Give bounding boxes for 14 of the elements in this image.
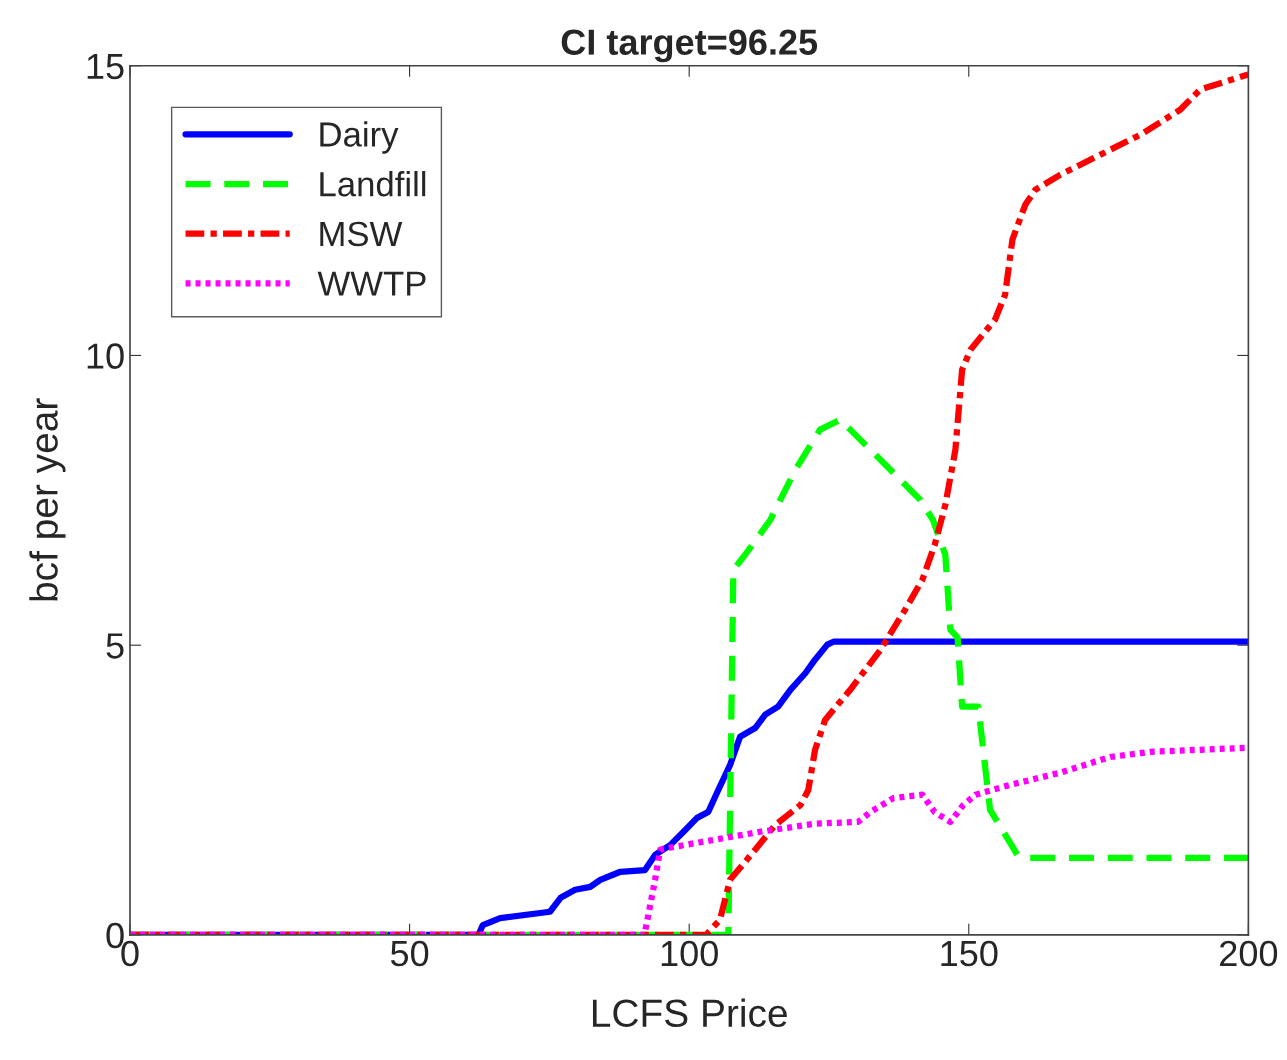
x-tick-label: 100 bbox=[661, 940, 718, 967]
y-tick-label: 15 bbox=[87, 53, 124, 80]
x-tick-label: 150 bbox=[941, 940, 998, 967]
legend-label: Dairy bbox=[320, 121, 399, 154]
y-tick-label: 5 bbox=[106, 633, 124, 659]
legend-label: MSW bbox=[320, 221, 403, 247]
legend-label: WWTP bbox=[317, 271, 426, 296]
x-axis-title: LCFS Price bbox=[592, 998, 787, 1028]
y-tick-label: 10 bbox=[87, 343, 124, 369]
y-axis-title: bcf per year bbox=[29, 398, 66, 601]
x-tick-label: 50 bbox=[390, 940, 429, 967]
legend-label: Landfill bbox=[320, 171, 426, 197]
chart-title: CI target=96.25 bbox=[561, 29, 818, 63]
x-tick-label: 200 bbox=[1220, 940, 1278, 967]
